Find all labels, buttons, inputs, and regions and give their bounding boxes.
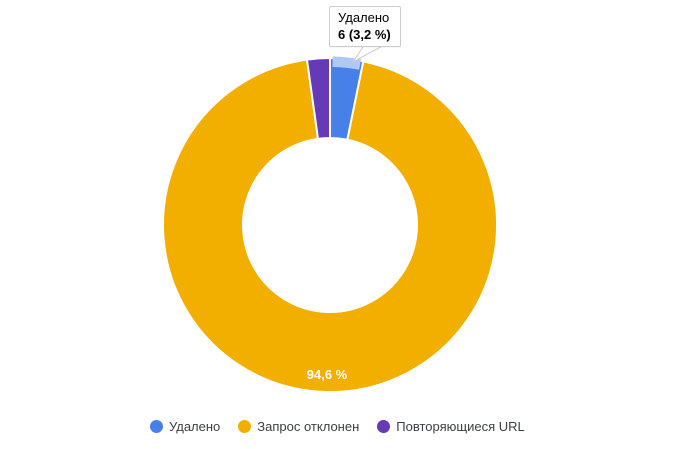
legend-item-request-rejected: Запрос отклонен: [238, 419, 359, 434]
slice-percent-label: 94,6 %: [307, 367, 348, 382]
legend-swatch-duplicate-urls-icon: [377, 420, 391, 433]
legend-item-duplicate-urls: Повторяющиеся URL: [377, 419, 525, 434]
pie-slice-request-rejected[interactable]: [162, 58, 498, 393]
pie-slices: [162, 56, 498, 393]
legend-item-deleted: Удалено: [150, 419, 220, 434]
tooltip: Удалено 6 (3,2 %): [329, 6, 401, 47]
legend-label: Удалено: [169, 419, 221, 434]
tooltip-category: Удалено: [338, 10, 390, 25]
tooltip-value: 6 (3,2 %): [338, 27, 391, 42]
legend: Удалено Запрос отклонен Повторяющиеся UR…: [150, 419, 525, 434]
legend-swatch-deleted-icon: [150, 420, 163, 433]
legend-label: Запрос отклонен: [257, 419, 360, 434]
legend-swatch-request-rejected-icon: [238, 420, 252, 433]
legend-label: Повторяющиеся URL: [396, 419, 525, 434]
pie-slice-duplicate-urls[interactable]: [305, 56, 331, 140]
